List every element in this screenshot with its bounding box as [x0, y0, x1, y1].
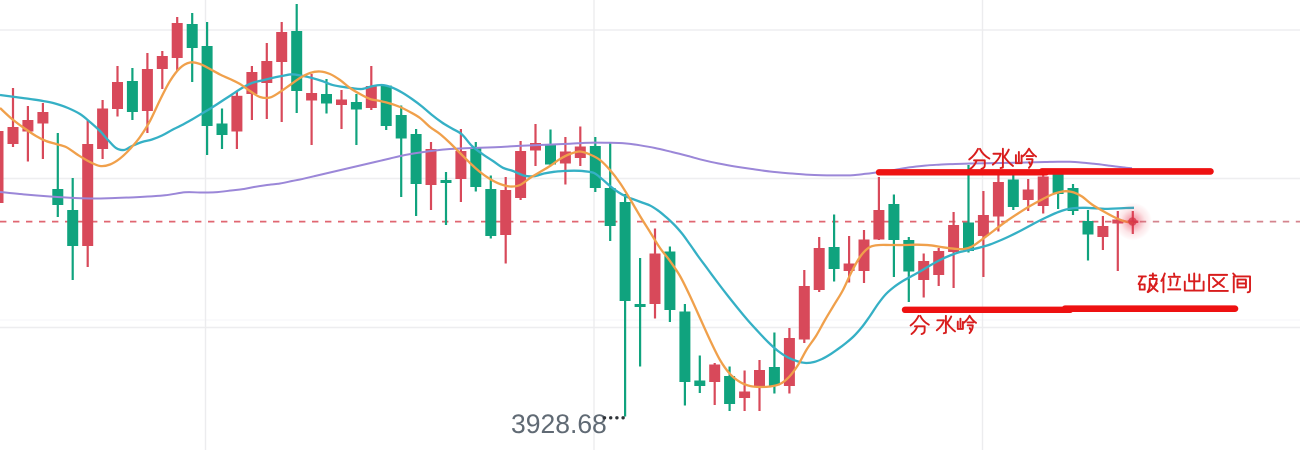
- svg-text:3928.68: 3928.68: [511, 409, 607, 439]
